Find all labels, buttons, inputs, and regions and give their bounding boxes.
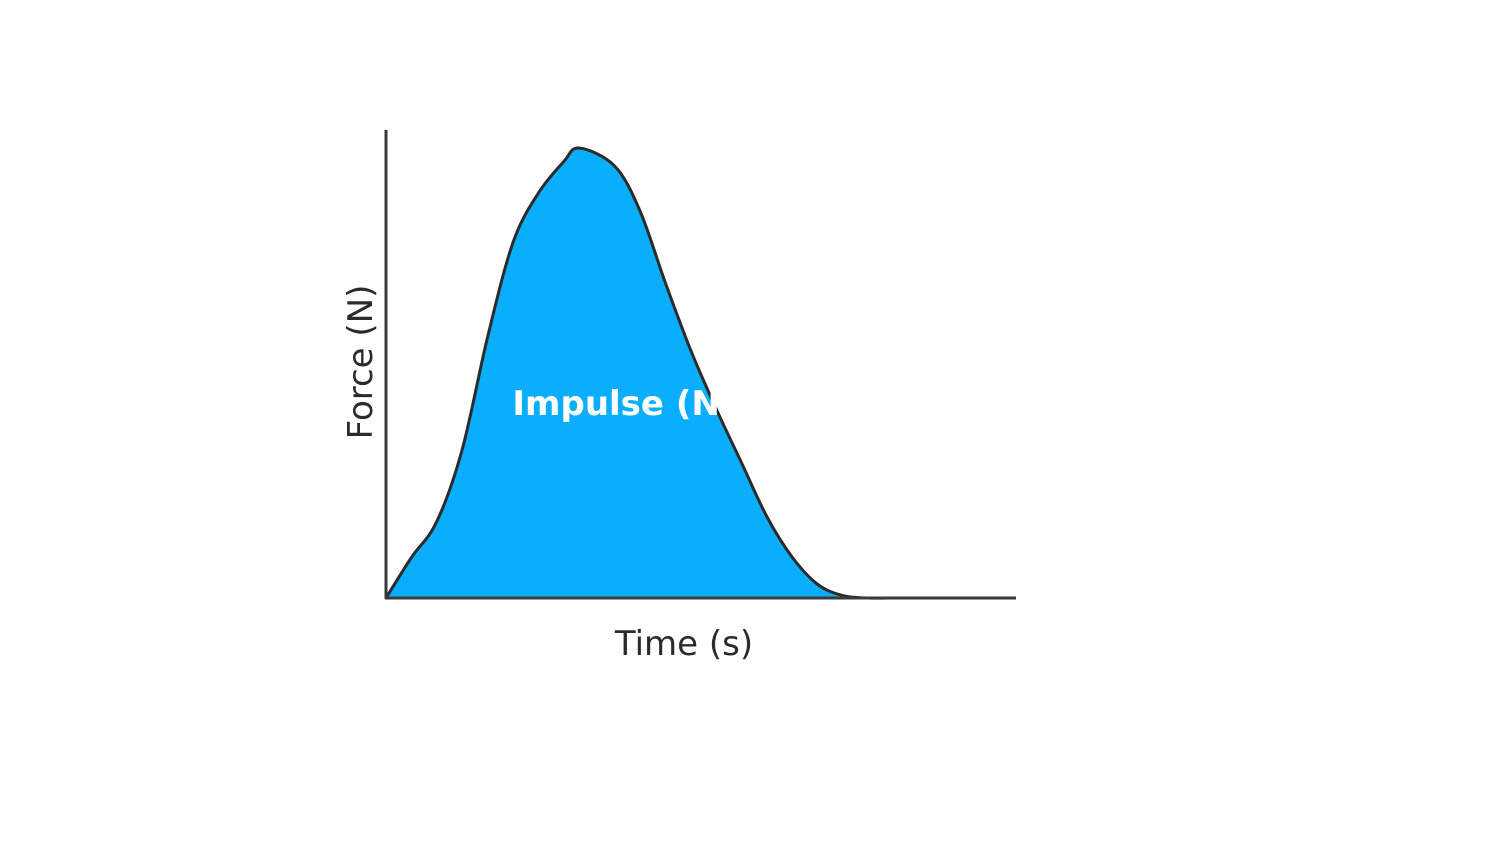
y-axis-title: Force (N) (341, 285, 381, 440)
impulse-area-label: Impulse (Ns) (512, 384, 755, 424)
x-axis-title: Time (s) (614, 624, 753, 664)
impulse-area (384, 146, 896, 600)
